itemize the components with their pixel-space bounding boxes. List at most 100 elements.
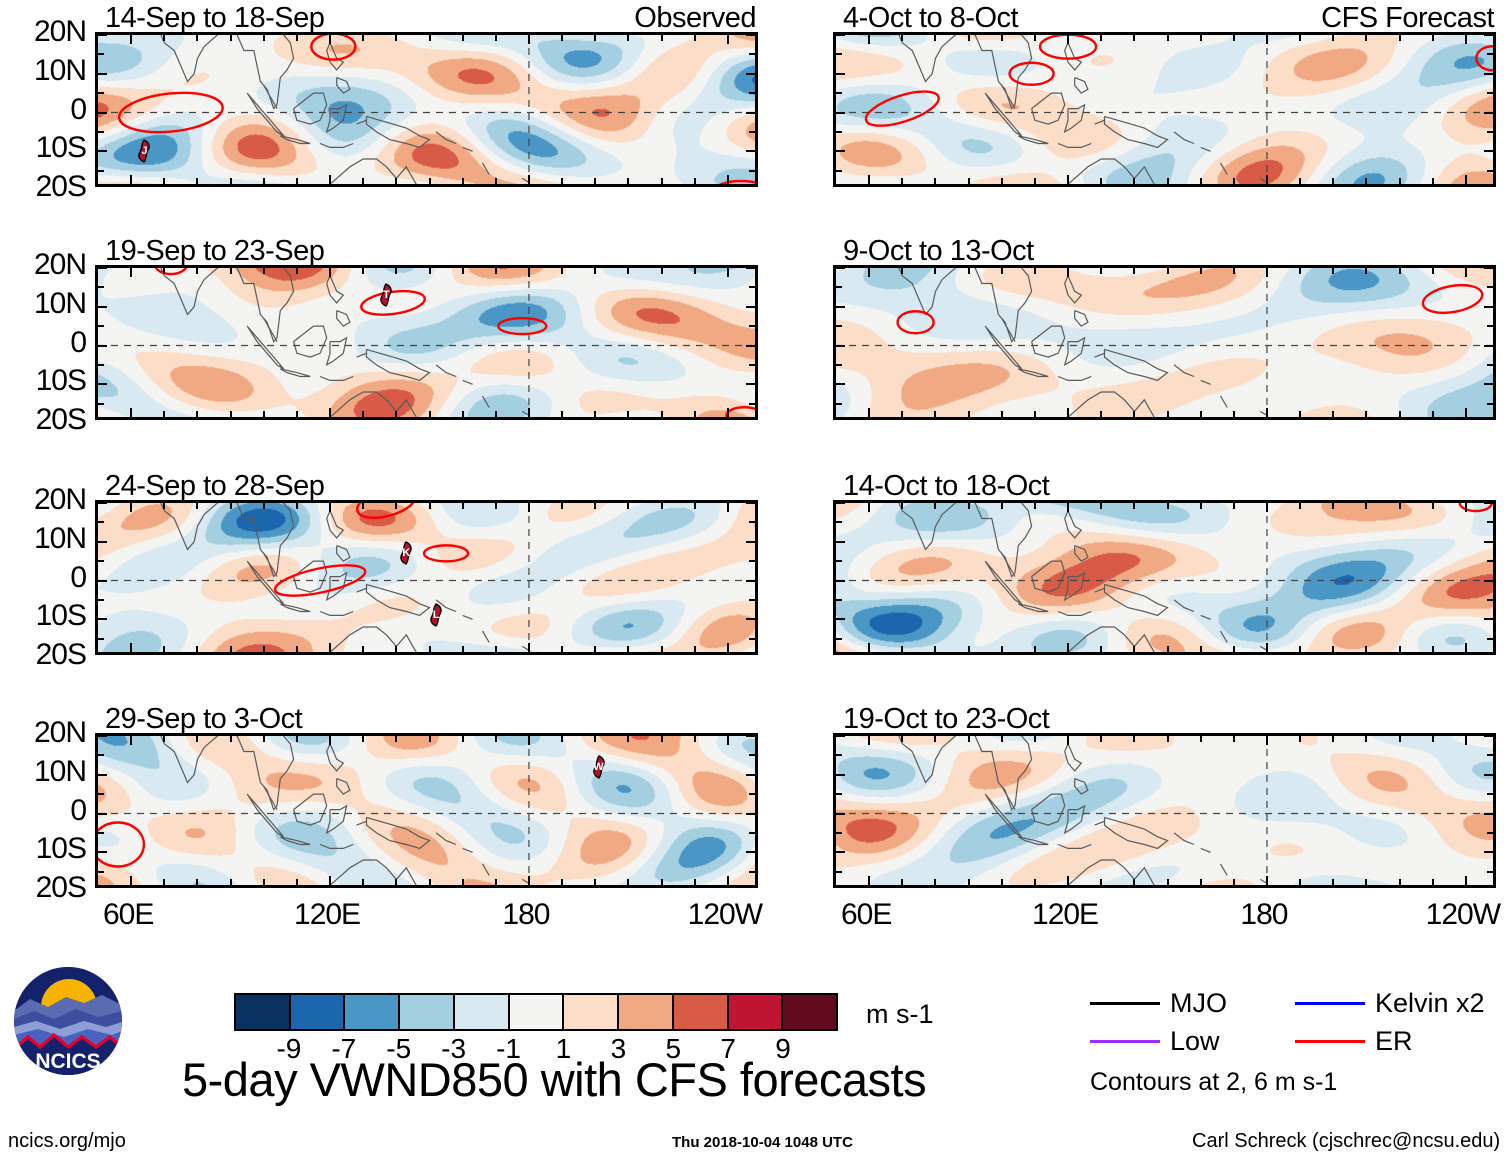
axis-tick <box>1431 503 1434 509</box>
axis-tick <box>98 363 104 366</box>
map-overlay <box>836 35 1493 184</box>
axis-tick <box>836 754 842 757</box>
axis-tick <box>163 35 166 41</box>
axis-tick <box>1487 793 1493 796</box>
y-tick-label: 20S <box>35 871 87 904</box>
axis-tick <box>836 268 845 269</box>
axis-tick <box>660 879 663 885</box>
axis-tick <box>967 879 970 885</box>
axis-tick <box>836 560 842 563</box>
axis-tick <box>561 178 564 184</box>
legend-label: ER <box>1375 1025 1413 1056</box>
axis-tick <box>1484 268 1493 269</box>
axis-tick <box>934 879 937 885</box>
axis-tick <box>395 736 398 742</box>
axis-tick <box>1133 736 1136 742</box>
axis-tick <box>1265 175 1268 184</box>
axis-tick <box>163 411 166 417</box>
axis-tick <box>428 736 431 742</box>
axis-tick <box>98 793 104 796</box>
axis-tick <box>868 876 871 885</box>
axis-tick <box>1232 879 1235 885</box>
map-panel-observed-4: 29-Sep to 3-Oct W 20N 10N 0 10S 20S <box>34 703 758 904</box>
x-tick-label: 180 <box>1240 898 1288 931</box>
axis-tick <box>98 72 107 75</box>
y-tick-label: 10S <box>35 131 87 165</box>
axis-tick <box>868 268 871 277</box>
axis-tick <box>1133 268 1136 274</box>
axis-tick <box>749 130 755 133</box>
axis-tick <box>196 736 199 742</box>
axis-tick <box>1232 178 1235 184</box>
axis-tick <box>1265 35 1268 44</box>
axis-tick <box>594 646 597 652</box>
axis-tick <box>362 646 365 652</box>
colorbar-swatch <box>398 995 453 1029</box>
axis-tick <box>295 35 298 41</box>
x-tick-label: 60E <box>840 898 892 931</box>
map-panel-forecast-4: 19-Oct to 23-Oct <box>833 703 1496 888</box>
axis-tick <box>1299 646 1302 652</box>
axis-tick <box>1299 268 1302 274</box>
map-panel-forecast-1: 4-Oct to 8-Oct CFS Forecast <box>833 2 1496 187</box>
axis-tick <box>1487 130 1493 133</box>
axis-tick <box>726 503 729 512</box>
storm-marker-j: J <box>135 139 154 164</box>
axis-tick <box>1487 169 1493 172</box>
axis-tick <box>836 579 845 582</box>
axis-tick <box>594 411 597 417</box>
axis-tick <box>98 150 107 153</box>
colorbar-swatch <box>236 995 289 1029</box>
axis-tick <box>98 344 107 347</box>
axis-tick <box>1487 637 1493 640</box>
y-tick-label: 10S <box>35 599 87 633</box>
map-overlay <box>98 736 755 885</box>
coastlines <box>898 35 1268 184</box>
axis-tick <box>229 411 232 417</box>
panel-title: 29-Sep to 3-Oct <box>105 703 303 735</box>
er-wave-contour <box>1475 45 1493 72</box>
axis-tick <box>1398 879 1401 885</box>
axis-tick <box>901 646 904 652</box>
footer-link[interactable]: ncics.org/mjo <box>8 1130 126 1152</box>
axis-tick <box>901 736 904 742</box>
axis-tick <box>749 53 755 56</box>
axis-tick <box>967 411 970 417</box>
er-wave-contour <box>864 90 940 127</box>
axis-tick <box>934 411 937 417</box>
legend-entry-low: Low <box>1090 1026 1295 1057</box>
axis-tick <box>1199 646 1202 652</box>
axis-tick <box>749 793 755 796</box>
axis-tick <box>1365 646 1368 652</box>
colorbar-tick-label: 1 <box>555 1033 572 1064</box>
axis-tick <box>836 736 845 737</box>
axis-tick <box>1232 646 1235 652</box>
axis-tick <box>1431 646 1434 652</box>
coastlines <box>160 736 530 885</box>
axis-tick <box>1487 325 1493 328</box>
axis-tick <box>836 305 845 308</box>
axis-tick <box>1299 35 1302 41</box>
er-wave-contour <box>422 544 470 563</box>
axis-tick <box>1199 736 1202 742</box>
axis-tick <box>836 503 845 504</box>
axis-tick <box>836 851 845 854</box>
axis-tick <box>229 646 232 652</box>
y-tick-label: 20S <box>35 403 87 436</box>
axis-tick <box>1232 35 1235 41</box>
axis-tick <box>627 503 630 509</box>
coastlines <box>898 268 1268 417</box>
axis-tick <box>1464 503 1467 512</box>
axis-tick <box>329 643 332 652</box>
axis-tick <box>1199 411 1202 417</box>
axis-tick <box>395 503 398 509</box>
axis-tick <box>967 736 970 742</box>
axis-tick <box>1464 268 1467 277</box>
axis-tick <box>1199 879 1202 885</box>
axis-tick <box>262 411 265 417</box>
shaded-field <box>836 503 1493 652</box>
map-frame: T <box>95 265 758 420</box>
axis-tick <box>98 618 107 621</box>
footer-author: Carl Schreck (cjschrec@ncsu.edu) <box>1192 1130 1501 1152</box>
